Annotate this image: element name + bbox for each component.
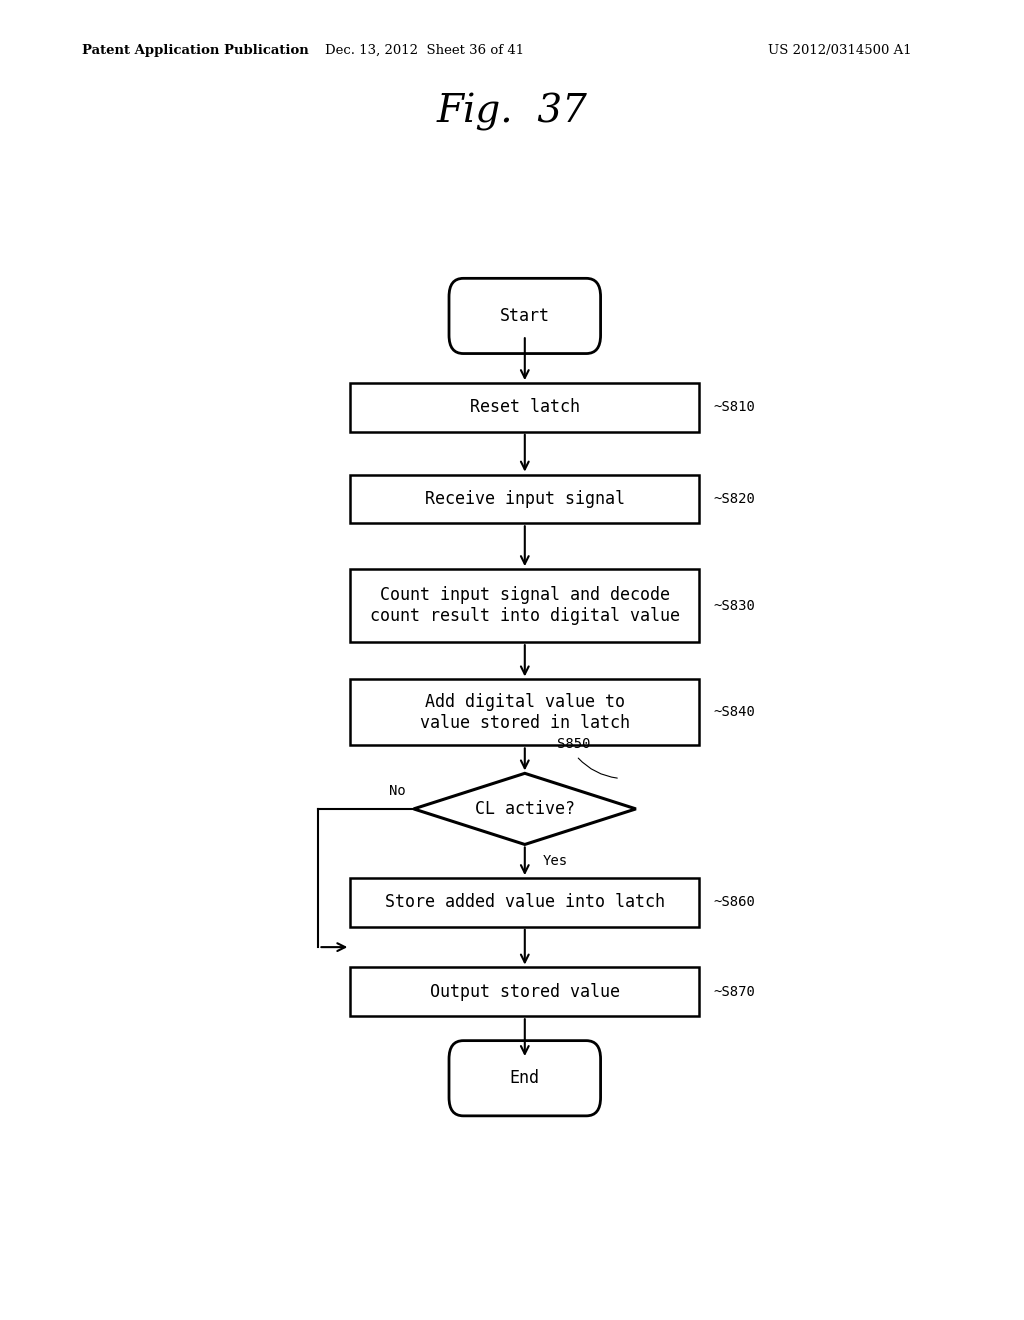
Text: Reset latch: Reset latch	[470, 399, 580, 416]
Bar	[350, 680, 699, 746]
Bar	[350, 474, 699, 523]
Text: No: No	[389, 784, 406, 797]
Text: Output stored value: Output stored value	[430, 983, 620, 1001]
Text: ~S830: ~S830	[714, 598, 756, 612]
Polygon shape	[414, 774, 636, 845]
Bar	[350, 383, 699, 432]
FancyBboxPatch shape	[449, 1040, 601, 1115]
Text: ~S810: ~S810	[714, 400, 756, 414]
Text: Receive input signal: Receive input signal	[425, 490, 625, 508]
Text: Patent Application Publication: Patent Application Publication	[82, 44, 308, 57]
FancyBboxPatch shape	[449, 279, 601, 354]
Text: ~S860: ~S860	[714, 895, 756, 909]
Text: ~S820: ~S820	[714, 492, 756, 506]
Text: ~S870: ~S870	[714, 985, 756, 999]
Text: Dec. 13, 2012  Sheet 36 of 41: Dec. 13, 2012 Sheet 36 of 41	[326, 44, 524, 57]
Text: End: End	[510, 1069, 540, 1088]
Text: Yes: Yes	[543, 854, 567, 869]
Text: Add digital value to
value stored in latch: Add digital value to value stored in lat…	[420, 693, 630, 731]
Text: Fig.  37: Fig. 37	[436, 94, 588, 131]
Bar	[350, 569, 699, 643]
Bar	[350, 968, 699, 1016]
Text: ~S840: ~S840	[714, 705, 756, 719]
Text: Start: Start	[500, 308, 550, 325]
Text: Count input signal and decode
count result into digital value: Count input signal and decode count resu…	[370, 586, 680, 624]
Bar	[350, 878, 699, 927]
Text: CL active?: CL active?	[475, 800, 574, 818]
Text: S850: S850	[557, 737, 590, 751]
Text: Store added value into latch: Store added value into latch	[385, 894, 665, 911]
Text: US 2012/0314500 A1: US 2012/0314500 A1	[768, 44, 911, 57]
